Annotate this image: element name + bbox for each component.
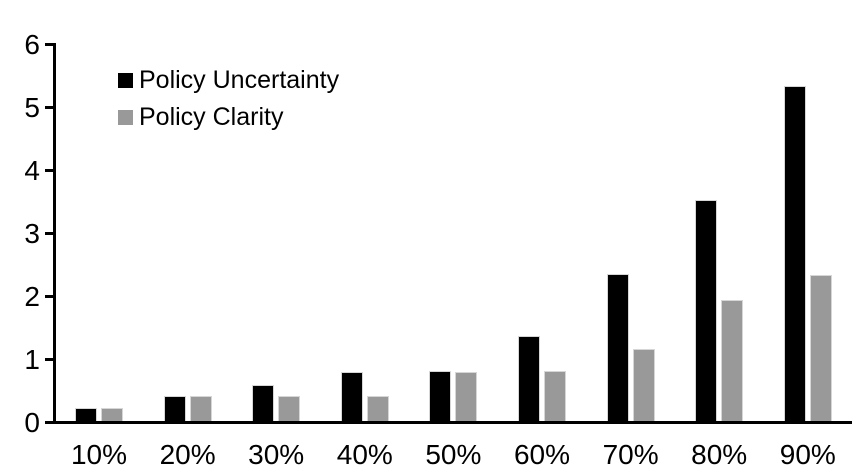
x-axis-label: 80% (691, 439, 748, 470)
y-tick (45, 232, 54, 235)
x-axis-label: 60% (513, 439, 571, 470)
bar-policy-uncertainty (519, 337, 539, 421)
y-axis-label: 1 (24, 343, 40, 375)
x-axis-label: 90% (779, 439, 836, 470)
x-axis-label: 10% (70, 439, 128, 470)
legend-swatch-policy-uncertainty (118, 73, 133, 88)
legend-label-policy-clarity: Policy Clarity (139, 103, 284, 131)
y-tick (45, 358, 54, 361)
bar-policy-uncertainty (164, 397, 185, 421)
legend: Policy Uncertainty Policy Clarity (118, 62, 339, 136)
x-axis-label: 40% (336, 439, 393, 470)
y-tick (45, 43, 54, 46)
y-axis-label: 6 (24, 28, 40, 60)
y-axis-label: 5 (24, 91, 40, 123)
bar-policy-clarity (367, 397, 388, 421)
y-tick (45, 295, 54, 298)
bar-policy-uncertainty (607, 274, 628, 421)
y-axis-label: 3 (24, 217, 40, 249)
x-axis-line (53, 421, 852, 424)
legend-swatch-policy-clarity (118, 110, 133, 125)
bar-policy-uncertainty (696, 200, 717, 421)
legend-label-policy-uncertainty: Policy Uncertainty (139, 66, 340, 94)
x-axis-label: 30% (248, 439, 305, 470)
bar-policy-clarity (279, 397, 300, 421)
bar-policy-uncertainty (253, 385, 274, 421)
y-tick (45, 106, 54, 109)
bar-policy-uncertainty (430, 371, 451, 421)
y-axis-label: 2 (24, 280, 40, 312)
bar-policy-clarity (190, 397, 211, 421)
bar-policy-clarity (102, 409, 122, 421)
y-axis-label: 4 (24, 154, 40, 186)
bar-policy-clarity (456, 373, 477, 421)
y-axis-line (53, 43, 56, 424)
bar-policy-uncertainty (784, 87, 805, 421)
bar-policy-clarity (722, 301, 743, 421)
legend-item-policy-clarity: Policy Clarity (118, 99, 339, 136)
bar-policy-clarity (810, 276, 831, 421)
x-axis-label: 50% (425, 439, 482, 470)
legend-item-policy-uncertainty: Policy Uncertainty (118, 62, 339, 99)
bar-policy-uncertainty (341, 373, 362, 421)
y-tick (45, 169, 54, 172)
bar-policy-clarity (633, 349, 654, 421)
bar-policy-clarity (545, 372, 565, 421)
y-axis-label: 0 (24, 406, 40, 438)
y-tick (45, 421, 54, 424)
bar-policy-uncertainty (76, 409, 96, 421)
x-axis-label: 20% (159, 439, 216, 470)
x-axis-label: 70% (602, 439, 659, 470)
